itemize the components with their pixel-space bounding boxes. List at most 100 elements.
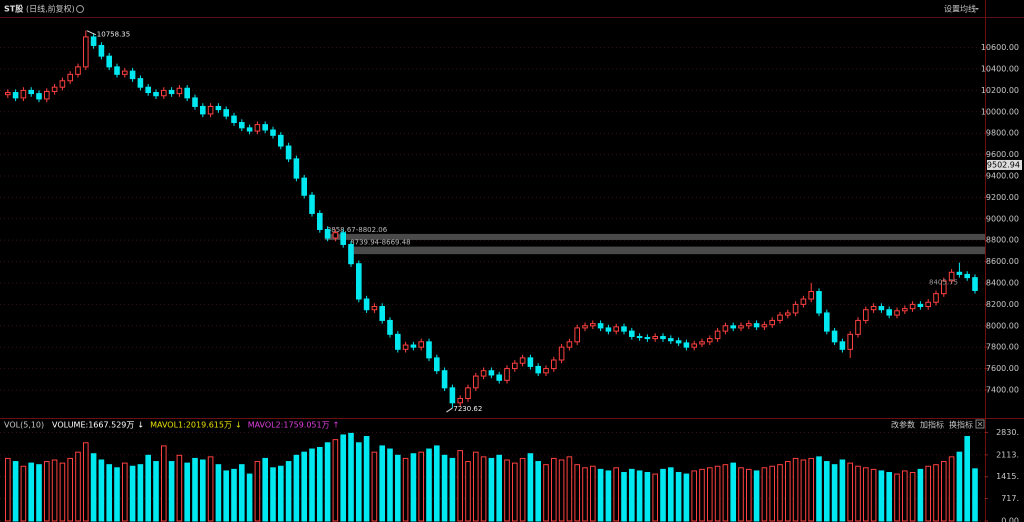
y-tick-label: 9000.00 — [986, 214, 1019, 223]
candle-body — [746, 323, 752, 327]
volume-bar — [707, 467, 713, 522]
volume-bar — [816, 456, 822, 522]
volume-bar — [917, 468, 924, 522]
volume-bar — [668, 467, 674, 522]
candle-body — [324, 228, 331, 239]
candle-body — [917, 303, 924, 308]
candle-body — [246, 127, 253, 132]
candle-body — [145, 86, 151, 94]
candle-body — [317, 212, 323, 230]
volume-bar — [90, 453, 97, 522]
candle-body — [660, 335, 666, 340]
candle-body — [761, 324, 768, 328]
candle-body — [543, 368, 549, 374]
volume-bar — [925, 465, 932, 522]
candle-body — [176, 87, 183, 95]
y-tick-label: 10000.00 — [981, 107, 1019, 116]
y-tick-label: 2830. — [996, 428, 1019, 437]
volume-bar — [457, 450, 463, 522]
y-tick-label: 1415. — [996, 472, 1019, 481]
candle-body — [652, 335, 659, 340]
ma-button[interactable]: 设置均线 — [944, 4, 976, 14]
volume-bar — [948, 456, 955, 522]
candle-body — [270, 129, 276, 136]
volume-bar — [691, 470, 698, 522]
volume-bar — [145, 454, 151, 522]
y-tick-label: 10200.00 — [981, 86, 1019, 95]
y-tick-label: 9600.00 — [986, 150, 1019, 159]
candle-body — [340, 232, 346, 245]
indicator-button[interactable]: 加指标 — [920, 420, 944, 430]
volume-bar — [44, 461, 50, 522]
candle-body — [106, 55, 113, 68]
volume-bar — [12, 461, 19, 522]
candle-body — [371, 306, 378, 311]
candle-body — [909, 303, 916, 310]
candle-body — [44, 90, 50, 100]
volume-bar — [449, 457, 456, 522]
volume-bar — [652, 473, 659, 522]
candle-body — [792, 303, 799, 314]
volume-bar — [941, 461, 947, 522]
volume-bar — [722, 464, 729, 522]
volume-bar — [956, 451, 963, 522]
volume-bar — [886, 472, 893, 522]
candle-body — [285, 145, 292, 160]
indicator-button[interactable]: 改参数 — [891, 420, 915, 430]
candle-body — [574, 327, 581, 343]
candle-body — [582, 325, 588, 329]
y-tick-label: 8200.00 — [986, 300, 1019, 309]
close-button[interactable] — [975, 419, 985, 429]
low-label: 7230.62 — [453, 405, 482, 413]
candle-body — [519, 357, 526, 364]
volume-bar — [863, 467, 869, 522]
volume-bar — [714, 465, 721, 522]
volume-bar — [231, 468, 237, 522]
volume-bar — [902, 470, 908, 522]
candle-body — [161, 89, 167, 97]
volume-bar — [356, 442, 362, 522]
candle-body — [925, 301, 932, 308]
candle-body — [964, 273, 971, 279]
candle-body — [465, 387, 471, 400]
gap-label: 8739.94-8669.48 — [350, 239, 410, 247]
candle-body — [714, 330, 721, 340]
y-tick-label: 8400.00 — [986, 278, 1019, 287]
volume-bar — [824, 461, 830, 522]
y-tick-label: 7400.00 — [986, 385, 1019, 394]
candle-body — [12, 92, 19, 99]
volume-bar — [67, 457, 74, 522]
y-tick-label: 10400.00 — [981, 65, 1019, 74]
candle-body — [566, 341, 573, 348]
volume-bar — [83, 442, 89, 522]
candle-body — [332, 232, 339, 239]
candle-body — [597, 323, 604, 329]
volume-bar — [246, 473, 253, 522]
candle-body — [863, 309, 869, 321]
gap-label: 8858.67-8802.06 — [327, 226, 388, 234]
volume-bar — [894, 473, 900, 522]
volume-bar — [153, 461, 159, 522]
volume-bar — [473, 451, 479, 522]
volume-bar — [192, 457, 198, 522]
settings-icon[interactable] — [76, 5, 84, 13]
volume-bar — [293, 454, 300, 522]
volume-bar — [200, 459, 206, 522]
volume-bar — [800, 459, 807, 522]
candle-body — [738, 325, 744, 329]
volume-bar — [207, 456, 214, 522]
candle-body — [878, 306, 885, 311]
volume-bar — [20, 465, 27, 522]
candle-body — [418, 341, 424, 348]
candle-body — [722, 325, 729, 332]
candle-body — [231, 115, 237, 123]
volume-bar — [441, 454, 448, 522]
volume-bar — [792, 457, 799, 522]
indicator-button[interactable]: 换指标 — [949, 420, 973, 430]
volume-bar — [870, 468, 877, 522]
candle-body — [59, 80, 66, 88]
chart-subtitle: (日线,前复权) — [26, 4, 75, 14]
volume-bar — [36, 464, 42, 522]
candle-body — [83, 36, 89, 68]
candle-body — [948, 271, 955, 282]
